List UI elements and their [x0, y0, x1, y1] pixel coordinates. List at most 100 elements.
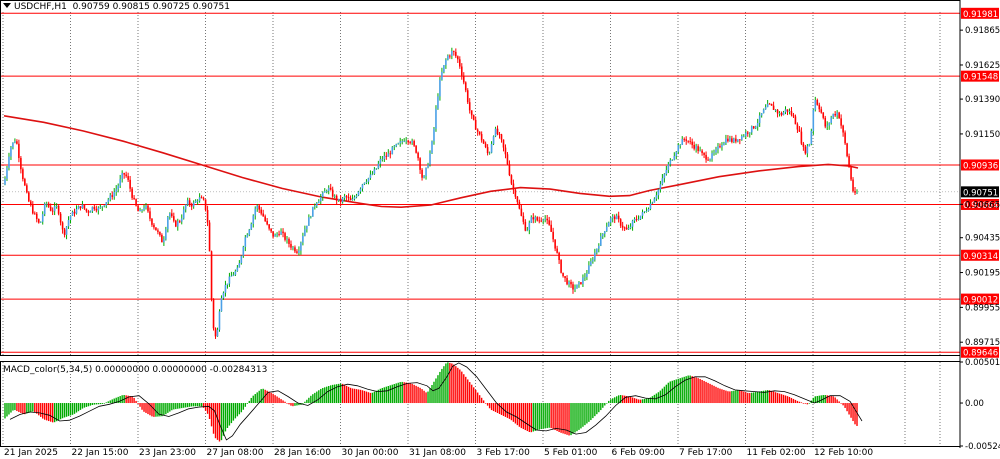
x-tick-label: 12 Feb 10:00 [814, 448, 873, 458]
collapse-triangle-icon[interactable] [3, 3, 11, 8]
macd-bar [471, 384, 473, 404]
macd-bar [24, 403, 26, 415]
candle-body [337, 198, 340, 201]
candle-body [353, 197, 356, 199]
macd-bar [631, 397, 634, 404]
candle-body [470, 110, 473, 116]
macd-bar [192, 403, 195, 407]
frame [0, 0, 961, 448]
candle-body [457, 56, 459, 60]
macd-bar [324, 387, 326, 404]
macd-bar [38, 403, 40, 416]
main-pane-frame [0, 0, 961, 356]
candle-body [49, 206, 52, 211]
macd-bar [480, 397, 483, 404]
candle-body [735, 138, 737, 142]
candle-body [715, 149, 717, 153]
macd-bar [125, 395, 127, 404]
macd-bar [836, 399, 838, 404]
candle-body [349, 197, 352, 201]
candle-body [377, 163, 380, 169]
macd-bar [802, 403, 805, 404]
macd-bar [341, 383, 344, 404]
macd-bar [290, 403, 292, 406]
macd-bar [850, 403, 852, 418]
candle-body [711, 153, 713, 160]
macd-bar [790, 397, 793, 404]
candle-body [713, 152, 715, 154]
x-tick-label: 31 Jan 08:00 [409, 448, 466, 458]
candle-body [466, 90, 469, 103]
candle-body [399, 141, 402, 144]
candle-body [739, 139, 741, 141]
candle-body [155, 227, 157, 231]
macd-bar [755, 392, 757, 404]
macd-bar [729, 391, 731, 404]
macd-bar [619, 395, 622, 404]
macd-bar [141, 403, 143, 410]
macd-bar [328, 386, 330, 404]
candle-body [729, 138, 731, 142]
macd-bar [854, 403, 856, 425]
candle-body [506, 154, 509, 165]
macd-bar [69, 403, 72, 416]
candle-body [30, 201, 32, 206]
macd-bar [508, 403, 511, 419]
macd-bar [26, 403, 28, 414]
candle-body [655, 195, 658, 199]
macd-bar [453, 364, 455, 404]
candle-body [256, 205, 259, 209]
candle-body [403, 141, 405, 143]
macd-bar [673, 380, 675, 404]
candle-body [701, 150, 703, 153]
macd-bar [12, 403, 14, 411]
macd-bar [65, 403, 68, 417]
candle-body [425, 167, 427, 177]
macd-bar [163, 403, 165, 416]
candle-body [544, 218, 546, 220]
candle-body [264, 216, 266, 222]
level-label: 0.91981 [963, 10, 998, 20]
macd-bar [159, 403, 161, 417]
candle-body [484, 143, 487, 148]
candle-body [746, 132, 749, 134]
candle-body [339, 198, 342, 203]
candles [4, 47, 858, 339]
macd-bar [594, 403, 596, 417]
candle-body [369, 174, 372, 179]
candle-body [538, 220, 541, 222]
candle-body [802, 143, 805, 147]
macd-bar [188, 403, 191, 407]
candle-body [482, 140, 485, 144]
macd-bar [625, 395, 628, 404]
macd-bar [606, 403, 608, 404]
macd-bar [367, 392, 370, 404]
macd-bar [44, 403, 46, 420]
macd-bar [405, 382, 407, 404]
macd-bar [753, 392, 755, 404]
candle-body [139, 209, 141, 212]
candle-body [848, 156, 850, 168]
macd-bar [612, 398, 614, 404]
candle-body [79, 206, 82, 209]
macd-bar [840, 403, 842, 404]
macd-bar [733, 390, 735, 404]
macd-bar [709, 383, 711, 404]
macd-bar [683, 376, 685, 404]
macd-bar [165, 403, 167, 415]
macd-bar [604, 403, 606, 406]
candle-body [637, 219, 640, 221]
candle-body [397, 143, 400, 145]
candle-body [812, 109, 815, 131]
macd-bar [411, 383, 413, 404]
macd-bar [149, 403, 151, 416]
candle-body [413, 141, 415, 146]
macd-bar [145, 403, 147, 413]
macd-bar [298, 403, 300, 406]
candle-body [689, 141, 691, 143]
candle-body [53, 206, 56, 212]
macd-bar [681, 377, 683, 404]
macd-bar [741, 390, 743, 404]
macd-bar [113, 398, 115, 404]
